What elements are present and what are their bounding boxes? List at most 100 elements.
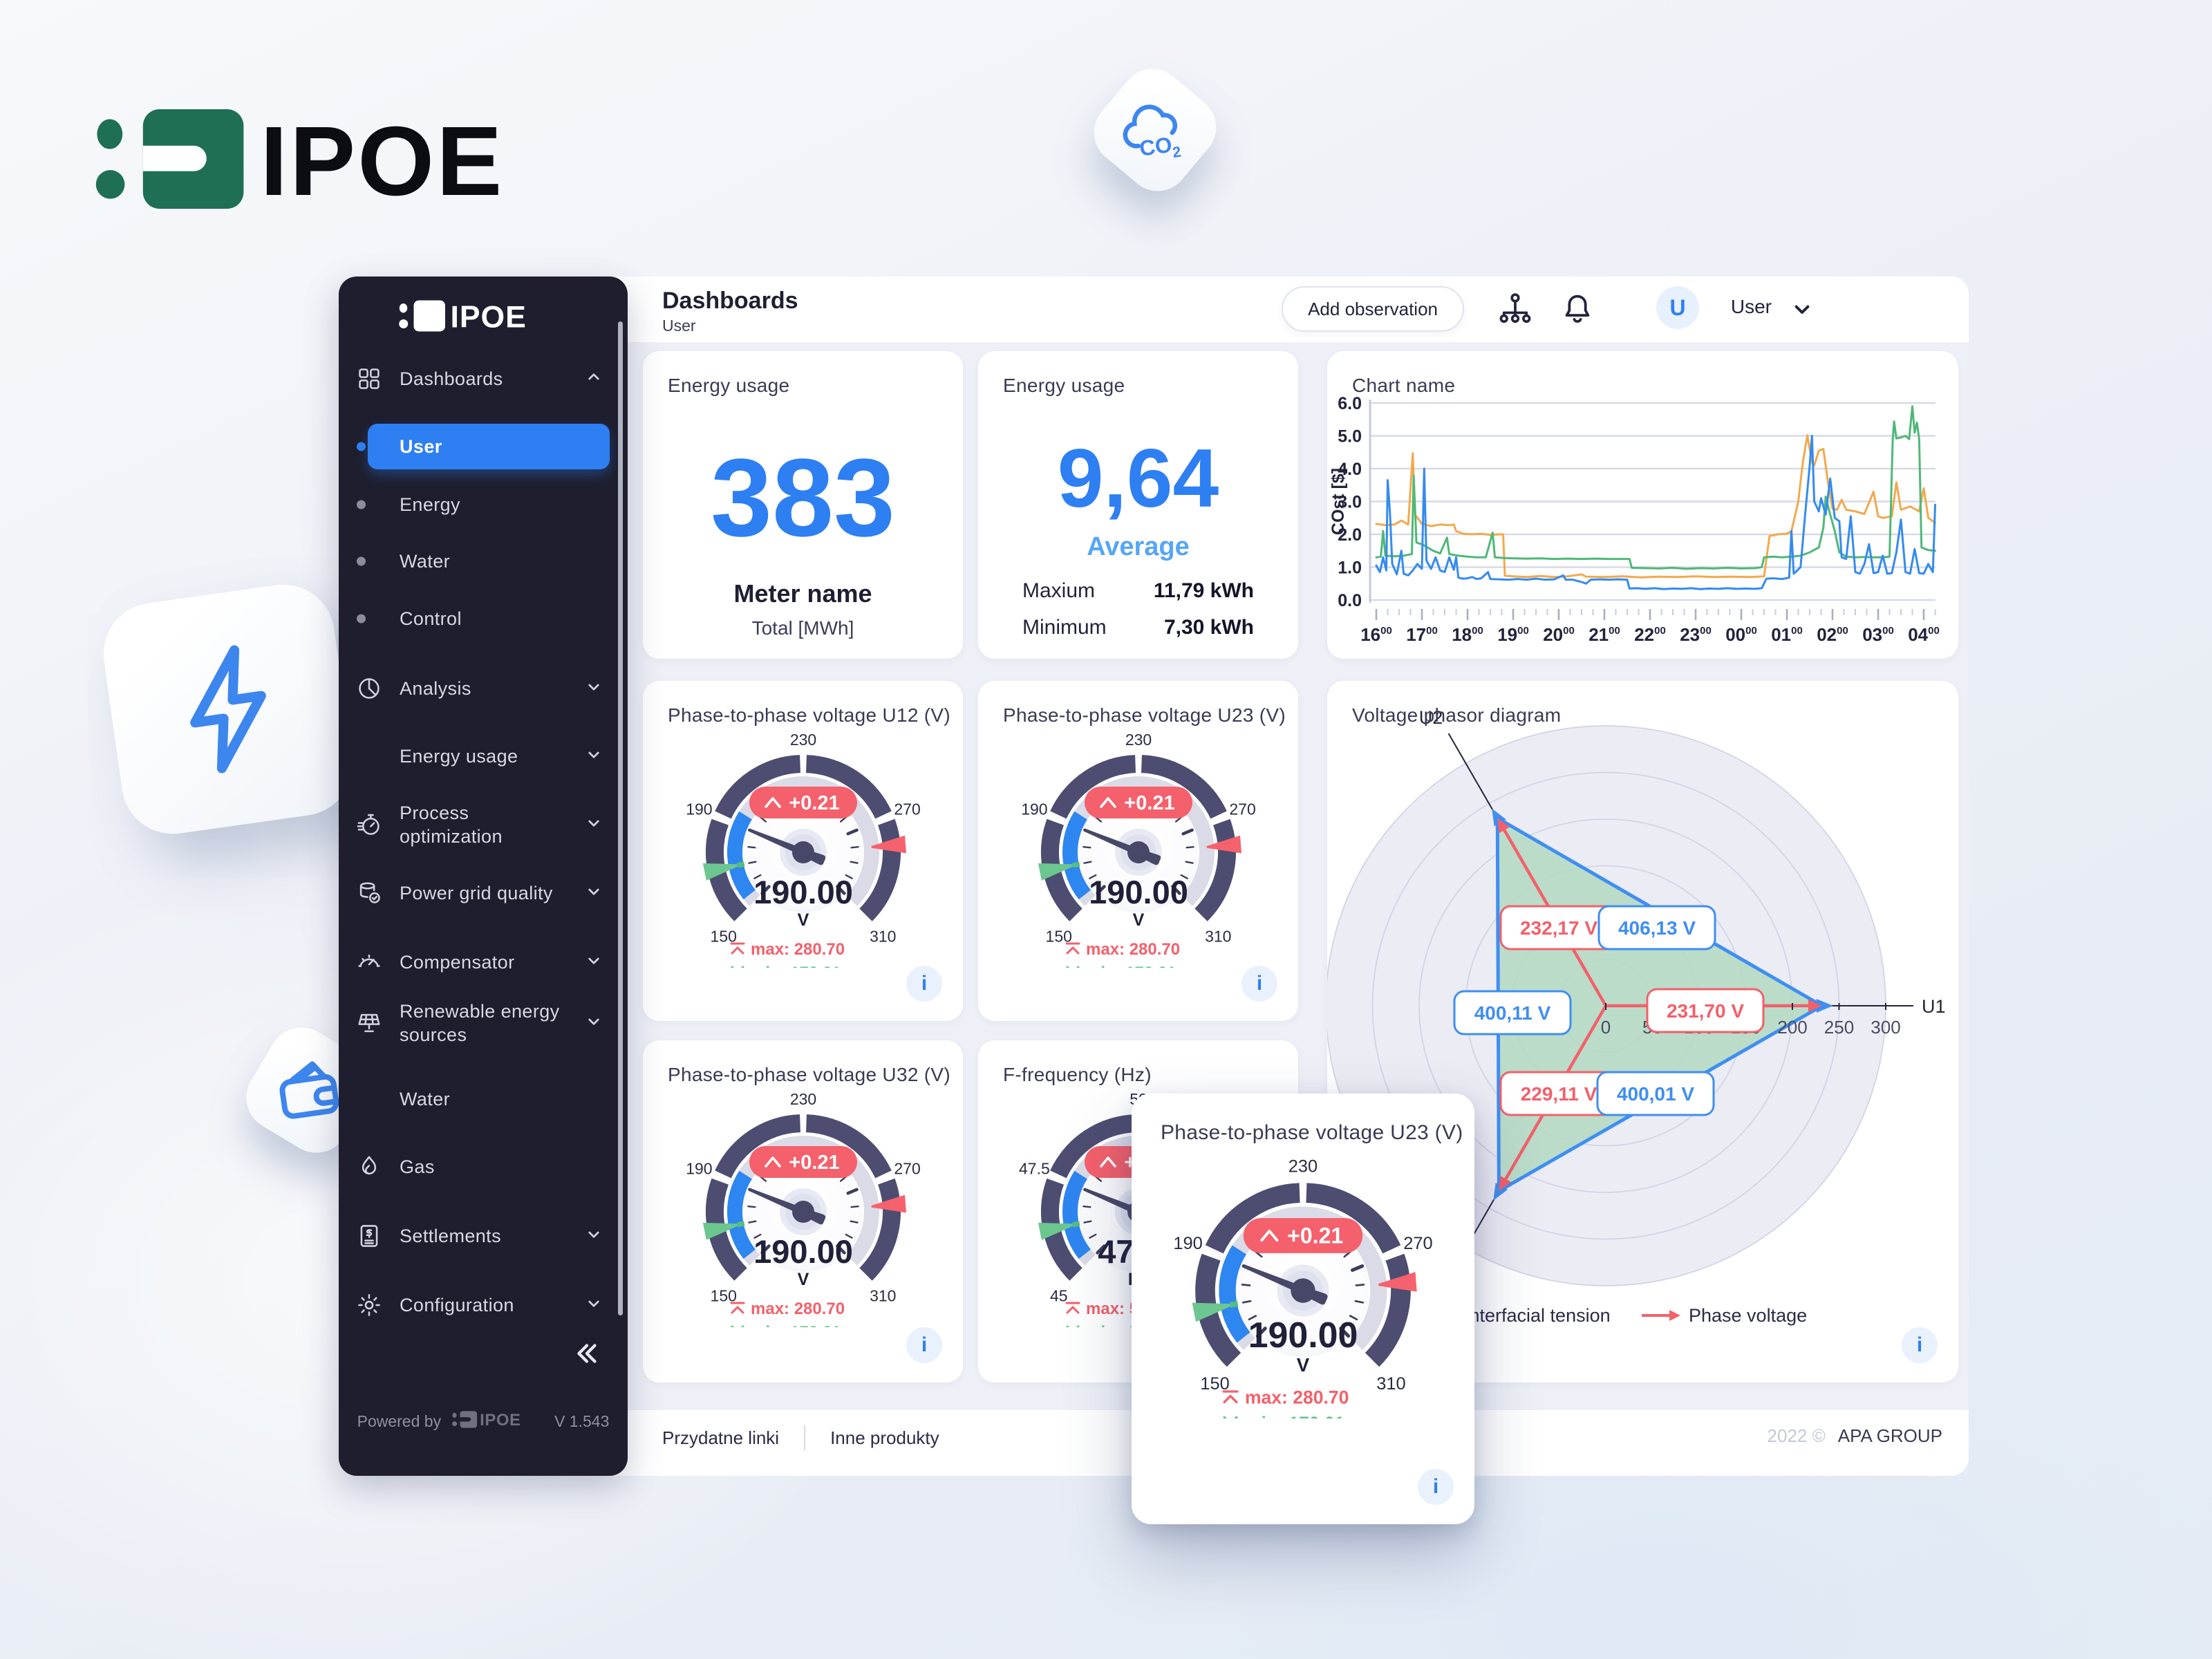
avatar[interactable]: U — [1656, 286, 1699, 329]
sidebar-item-label: Configuration — [400, 1295, 514, 1315]
brand-logo: IPOE — [95, 104, 637, 218]
powered-by-label: Powered by — [357, 1412, 442, 1430]
stopwatch-icon — [354, 809, 384, 840]
hierarchy-icon[interactable] — [1497, 291, 1533, 327]
svg-text:max: 280.70: max: 280.70 — [1245, 1387, 1349, 1408]
cost-chart-card: 0.0 1.0 2.0 3.0 4.0 5.0 6.0 COst [$] 1600 1700 180… — [1327, 351, 1958, 659]
max-label: Maxium — [1022, 579, 1096, 602]
sidebar-item-label: Power grid quality — [400, 883, 553, 903]
sidebar-item-label: Renewable energy sources — [400, 1001, 560, 1045]
sidebar-item-configuration[interactable]: Configuration — [339, 1282, 628, 1328]
svg-text:3.0: 3.0 — [1338, 493, 1362, 512]
info-icon[interactable]: i — [1241, 966, 1277, 1002]
svg-text:min: 170.01: min: 170.01 — [1086, 964, 1177, 968]
max-value: 11,79 kWh — [1153, 579, 1254, 602]
sidebar-item-energy[interactable]: Energy — [339, 482, 628, 527]
info-icon[interactable]: i — [906, 966, 942, 1002]
card-title: Phase-to-phase voltage U32 (V) — [668, 1064, 950, 1085]
svg-text:190.00: 190.00 — [1089, 874, 1188, 910]
svg-text:V: V — [798, 910, 809, 930]
bullet-icon — [357, 500, 366, 509]
svg-text:5.0: 5.0 — [1338, 427, 1362, 447]
sidebar: IPOE Dashboards User Energy Water Control A… — [339, 276, 628, 1476]
svg-text:1700: 1700 — [1406, 624, 1438, 645]
svg-text:Interfacial tension: Interfacial tension — [1464, 1305, 1611, 1326]
sidebar-item-water[interactable]: Water — [339, 1076, 628, 1122]
svg-text:231,70 V: 231,70 V — [1667, 1000, 1744, 1022]
svg-text:406,13 V: 406,13 V — [1618, 917, 1696, 939]
svg-text:400,11 V: 400,11 V — [1474, 1002, 1551, 1024]
gear-icon — [354, 1290, 384, 1320]
chevron-down-icon[interactable] — [1784, 291, 1820, 327]
svg-text:47.5: 47.5 — [1019, 1160, 1050, 1178]
svg-text:V: V — [1297, 1354, 1310, 1376]
sidebar-item-gas[interactable]: Gas — [339, 1144, 628, 1190]
active-pill — [368, 424, 610, 469]
info-icon[interactable]: i — [1902, 1327, 1938, 1363]
sidebar-collapse-button[interactable] — [568, 1335, 604, 1371]
chevron-down-icon — [583, 950, 604, 975]
sidebar-item-energy-usage[interactable]: Energy usage — [339, 733, 628, 779]
bullet-icon — [357, 442, 366, 451]
svg-text:190: 190 — [1021, 800, 1047, 818]
svg-text:max: 280.70: max: 280.70 — [751, 1300, 845, 1318]
sidebar-item-renewable-energy-sources[interactable]: Renewable energy sources — [339, 1000, 628, 1046]
sidebar-item-label: Analysis — [400, 678, 471, 699]
footer-link-inne[interactable]: Inne produkty — [830, 1427, 939, 1448]
svg-text:+0.21: +0.21 — [1287, 1224, 1343, 1248]
co2-tile: CO 2 — [1080, 55, 1230, 205]
meter-unit: Total [MWh] — [751, 617, 854, 639]
svg-text:45: 45 — [1050, 1286, 1068, 1304]
svg-text:300: 300 — [1871, 1017, 1900, 1038]
svg-text:min: 170.01: min: 170.01 — [751, 1323, 841, 1327]
sidebar-item-label: Compensator — [400, 952, 515, 973]
svg-text:310: 310 — [870, 1286, 896, 1304]
add-observation-button[interactable]: Add observation — [1282, 286, 1464, 332]
svg-text:190.00: 190.00 — [1248, 1315, 1358, 1356]
sidebar-item-settlements[interactable]: Settlements — [339, 1213, 628, 1259]
overlay-gauge-card-u23[interactable]: Phase-to-phase voltage U23 (V) +0.21 190.… — [1132, 1094, 1474, 1524]
sidebar-scrollbar[interactable] — [618, 321, 623, 1315]
svg-text:IPOE: IPOE — [260, 106, 504, 214]
min-label: Minimum — [1022, 616, 1107, 639]
svg-text:IPOE: IPOE — [480, 1411, 521, 1429]
user-menu-label[interactable]: User — [1730, 296, 1772, 317]
svg-text:min: 46.25: min: 46.25 — [1086, 1323, 1167, 1327]
svg-text:230: 230 — [790, 731, 816, 749]
sidebar-item-compensator[interactable]: Compensator — [339, 939, 628, 985]
chevron-down-icon — [583, 813, 604, 837]
sidebar-item-label: Gas — [400, 1156, 435, 1177]
lightning-icon — [150, 631, 306, 787]
sidebar-item-process-optimization[interactable]: Process optimization — [339, 802, 628, 847]
notifications-bell-icon[interactable] — [1559, 291, 1595, 327]
sidebar-ipoe-logo-icon: IPOE — [339, 299, 628, 333]
footer-divider — [804, 1425, 806, 1450]
info-icon[interactable]: i — [906, 1327, 942, 1363]
sidebar-item-water[interactable]: Water — [339, 538, 628, 584]
wallet-tile — [234, 1015, 384, 1165]
sidebar-item-control[interactable]: Control — [339, 596, 628, 641]
chevron-down-icon — [583, 1293, 604, 1318]
sidebar-item-dashboards[interactable]: Dashboards — [339, 356, 628, 402]
sidebar-item-user[interactable]: User — [339, 424, 628, 469]
sidebar-item-label: Energy usage — [400, 746, 518, 767]
footer-link-przydatne[interactable]: Przydatne linki — [662, 1427, 780, 1448]
svg-text:U2: U2 — [1419, 707, 1443, 728]
chart-title: Chart name — [1352, 375, 1456, 396]
svg-text:200: 200 — [1777, 1017, 1807, 1038]
average-value: 9,64 — [1057, 432, 1219, 525]
svg-text:270: 270 — [894, 800, 920, 818]
sidebar-item-label: Settlements — [400, 1226, 501, 1246]
lightning-tile — [97, 578, 359, 841]
svg-text:310: 310 — [870, 927, 896, 945]
sidebar-item-analysis[interactable]: Analysis — [339, 666, 628, 711]
svg-text:V: V — [1133, 910, 1145, 930]
page-subtitle: User — [662, 317, 696, 335]
sidebar-item-power-grid-quality[interactable]: Power grid quality — [339, 870, 628, 916]
info-icon[interactable]: i — [1418, 1469, 1454, 1505]
energy-usage-average-card: Energy usage 9,64 Average Maxium 11,79 kW… — [978, 351, 1298, 659]
